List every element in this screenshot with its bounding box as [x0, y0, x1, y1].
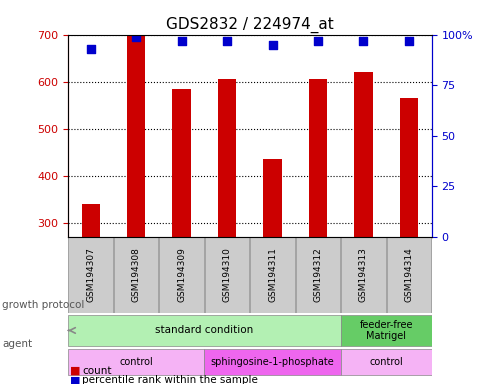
Bar	[81, 204, 100, 237]
Text: GSM194309: GSM194309	[177, 248, 186, 303]
Text: agent: agent	[2, 339, 32, 349]
Point	[87, 46, 94, 52]
Title: GDS2832 / 224974_at: GDS2832 / 224974_at	[166, 17, 333, 33]
Text: GSM194310: GSM194310	[222, 248, 231, 303]
Text: GSM194308: GSM194308	[131, 248, 140, 303]
FancyBboxPatch shape	[114, 237, 158, 313]
Point	[268, 41, 276, 48]
Point	[359, 38, 366, 44]
FancyBboxPatch shape	[68, 315, 340, 346]
Point	[404, 38, 412, 44]
Text: ■: ■	[70, 375, 80, 384]
FancyBboxPatch shape	[340, 315, 431, 346]
FancyBboxPatch shape	[68, 237, 113, 313]
Text: feeder-free
Matrigel: feeder-free Matrigel	[359, 319, 412, 341]
FancyBboxPatch shape	[340, 349, 431, 375]
Text: GSM194307: GSM194307	[86, 248, 95, 303]
Bar	[217, 79, 236, 237]
FancyBboxPatch shape	[386, 237, 430, 313]
Point	[223, 38, 230, 44]
Text: GSM194314: GSM194314	[404, 248, 412, 303]
FancyBboxPatch shape	[204, 237, 249, 313]
Text: GSM194312: GSM194312	[313, 248, 322, 303]
Text: percentile rank within the sample: percentile rank within the sample	[82, 375, 258, 384]
Text: GSM194311: GSM194311	[268, 248, 276, 303]
Bar	[308, 79, 326, 237]
FancyBboxPatch shape	[295, 237, 340, 313]
FancyBboxPatch shape	[159, 237, 203, 313]
Text: ■: ■	[70, 366, 80, 376]
Text: control: control	[119, 357, 152, 367]
Text: control: control	[368, 357, 402, 367]
FancyBboxPatch shape	[204, 349, 340, 375]
FancyBboxPatch shape	[340, 237, 385, 313]
Point	[177, 38, 185, 44]
FancyBboxPatch shape	[68, 349, 204, 375]
Text: GSM194313: GSM194313	[358, 248, 367, 303]
Bar	[263, 159, 281, 237]
Point	[132, 33, 140, 40]
Point	[314, 38, 321, 44]
Bar	[399, 98, 417, 237]
Bar	[354, 72, 372, 237]
Bar	[172, 89, 190, 237]
Bar	[127, 35, 145, 237]
Text: growth protocol: growth protocol	[2, 300, 85, 310]
Text: sphingosine-1-phosphate: sphingosine-1-phosphate	[210, 357, 333, 367]
Text: standard condition: standard condition	[155, 325, 253, 336]
Text: count: count	[82, 366, 112, 376]
FancyBboxPatch shape	[250, 237, 294, 313]
